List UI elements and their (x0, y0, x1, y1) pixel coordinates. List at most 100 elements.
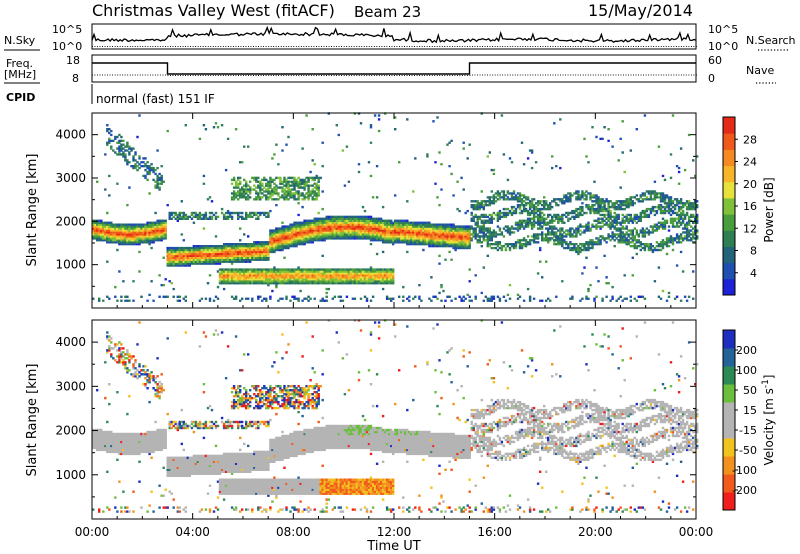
power-cell (321, 235, 324, 238)
power-cell (237, 258, 240, 261)
power-cell (224, 260, 228, 263)
power-cell (253, 254, 256, 257)
power-cell (565, 200, 568, 203)
power-cell (490, 295, 493, 298)
power-cell (281, 272, 284, 275)
power-cell (305, 280, 308, 283)
power-cell (347, 219, 351, 222)
power-cell (329, 229, 332, 232)
power-cell (488, 227, 491, 230)
power-cell (287, 135, 290, 139)
power-cell (299, 282, 302, 285)
power-cell (335, 278, 338, 281)
power-cell (301, 229, 304, 232)
power-cell (319, 225, 322, 228)
power-cell (416, 241, 419, 244)
power-cell (532, 215, 536, 218)
power-cell (112, 233, 115, 236)
power-cell (313, 163, 316, 166)
power-cell (331, 274, 334, 277)
power-cell (452, 225, 455, 228)
power-cell (605, 221, 608, 224)
cpid-text: normal (fast) 151 IF (96, 92, 215, 106)
power-cell (108, 128, 111, 131)
power-cell (452, 245, 455, 248)
power-cell (373, 217, 377, 220)
power-cell (234, 194, 238, 197)
power-cell (202, 248, 206, 252)
power-cell (412, 243, 415, 246)
power-cell (313, 231, 316, 234)
power-cell (126, 239, 129, 242)
power-cell (271, 178, 274, 182)
power-cell (216, 262, 220, 265)
power-cell (532, 241, 536, 244)
power-cell (466, 235, 469, 238)
power-cell (377, 233, 381, 236)
power-cell (436, 223, 439, 226)
power-cell (234, 211, 238, 215)
power-cell (307, 184, 310, 187)
power-cell (309, 231, 312, 234)
power-cell (466, 245, 469, 248)
power-cell (422, 248, 425, 252)
power-cell (122, 241, 125, 244)
power-cell (255, 198, 258, 201)
power-cell (494, 231, 498, 234)
power-cell (490, 297, 493, 300)
power-cell (156, 180, 159, 183)
power-cell (587, 161, 590, 164)
power-cell (528, 223, 532, 226)
power-cell (241, 274, 244, 277)
power-cell (291, 280, 294, 283)
power-cell (577, 246, 580, 250)
power-cell (313, 272, 316, 275)
power-cell (313, 239, 316, 242)
power-cell (530, 204, 534, 207)
power-cell (172, 215, 175, 218)
power-cell (528, 295, 532, 298)
power-cell (170, 260, 173, 263)
power-cell (241, 245, 244, 248)
power-cell (337, 274, 340, 277)
power-cell (520, 200, 524, 203)
power-cell (357, 170, 361, 174)
power-cell (474, 295, 477, 298)
power-cell (251, 282, 254, 285)
power-cell (613, 233, 616, 236)
power-cell (245, 270, 248, 273)
power-cell (553, 198, 556, 201)
power-cell (448, 235, 451, 238)
power-cell (172, 250, 175, 254)
power-cell (607, 213, 610, 217)
power-cell (349, 270, 353, 273)
power-cell (160, 182, 163, 185)
power-cell (398, 235, 401, 238)
power-cell (247, 280, 250, 283)
power-cell (607, 128, 610, 131)
power-cell (621, 239, 624, 242)
power-cell (311, 192, 314, 195)
power-cell (452, 235, 455, 238)
power-cell (122, 147, 125, 150)
power-cell (216, 126, 220, 129)
power-cell (190, 217, 194, 220)
power-cell (480, 241, 483, 244)
power-cell (156, 184, 159, 187)
power-cell (545, 235, 548, 238)
power-cell (259, 196, 262, 199)
power-cell (184, 260, 187, 263)
power-cell (265, 248, 268, 252)
power-cell (168, 250, 171, 254)
power-cell (371, 223, 375, 226)
power-cell (595, 198, 598, 201)
power-cell (448, 223, 451, 226)
power-cell (625, 297, 628, 300)
power-cell (218, 278, 222, 281)
power-cell (543, 233, 546, 236)
power-cell (367, 274, 371, 277)
power-cell (396, 223, 399, 226)
power-cell (496, 295, 500, 298)
power-cell (375, 221, 379, 224)
power-cell (162, 231, 165, 234)
